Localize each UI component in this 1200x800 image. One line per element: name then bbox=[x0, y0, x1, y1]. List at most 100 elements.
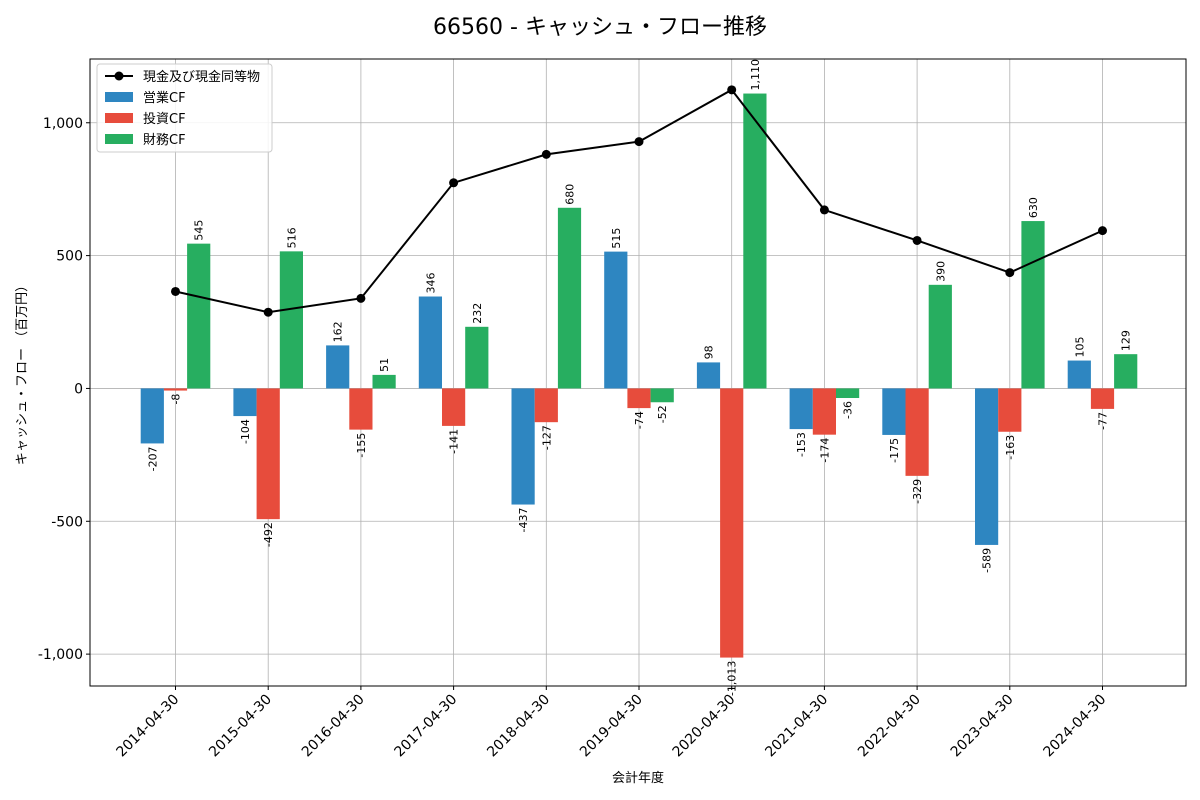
bar-投資CF-2017-04-30 bbox=[442, 388, 466, 426]
data-label: 515 bbox=[610, 228, 623, 249]
x-tick-label: 2015-04-30 bbox=[206, 692, 275, 761]
data-label: -1,013 bbox=[726, 661, 739, 696]
bar-投資CF-2024-04-30 bbox=[1090, 388, 1115, 409]
x-tick-label: 2020-04-30 bbox=[670, 692, 739, 761]
x-tick-label: 2017-04-30 bbox=[392, 692, 461, 761]
bar-営業CF-2015-04-30 bbox=[233, 388, 257, 417]
legend-swatch-営業CF bbox=[105, 92, 133, 102]
data-label: -36 bbox=[842, 401, 855, 419]
data-labels: -207 -104 162 346 -437 515 98 -153 -175 -589 105 -8… bbox=[146, 59, 1132, 696]
bars bbox=[140, 93, 1138, 658]
cash-point-2015-04-30 bbox=[263, 307, 273, 317]
bar-投資CF-2014-04-30 bbox=[163, 388, 188, 391]
y-tick-label: -500 bbox=[51, 514, 83, 530]
bar-財務CF-2022-04-30 bbox=[928, 284, 952, 389]
legend-label: 財務CF bbox=[143, 133, 186, 148]
cash-point-2024-04-30 bbox=[1098, 226, 1107, 236]
x-tick-label: 2018-04-30 bbox=[484, 692, 553, 761]
bar-財務CF-2016-04-30 bbox=[372, 374, 396, 389]
cash-point-2022-04-30 bbox=[912, 235, 922, 245]
legend-line-dot bbox=[114, 71, 124, 81]
bar-財務CF-2021-04-30 bbox=[836, 388, 860, 399]
bar-財務CF-2024-04-30 bbox=[1114, 354, 1138, 389]
data-label: -141 bbox=[448, 429, 461, 454]
x-tick-label: 2023-04-30 bbox=[948, 692, 1017, 761]
bar-営業CF-2024-04-30 bbox=[1067, 360, 1091, 389]
data-label: -77 bbox=[1097, 412, 1110, 430]
bar-財務CF-2023-04-30 bbox=[1021, 221, 1045, 389]
bar-投資CF-2021-04-30 bbox=[812, 388, 836, 435]
bar-営業CF-2019-04-30 bbox=[604, 251, 628, 389]
data-label: -175 bbox=[888, 438, 901, 463]
plot-frame bbox=[89, 58, 1187, 687]
x-axis-label: 会計年度 bbox=[612, 770, 664, 786]
bar-営業CF-2018-04-30 bbox=[511, 388, 535, 505]
cash-point-2021-04-30 bbox=[819, 205, 829, 215]
data-label: -8 bbox=[170, 394, 183, 405]
data-label: 390 bbox=[934, 261, 947, 282]
data-label: 1,110 bbox=[749, 59, 762, 91]
cash-line bbox=[171, 85, 1107, 317]
bar-財務CF-2018-04-30 bbox=[557, 207, 582, 389]
bar-財務CF-2015-04-30 bbox=[279, 251, 303, 389]
x-tick-label: 2021-04-30 bbox=[762, 692, 831, 761]
data-label: -163 bbox=[1004, 435, 1017, 460]
y-axis-label: キャッシュ・フロー （百万円） bbox=[15, 279, 30, 465]
y-tick-label: 0 bbox=[74, 381, 83, 397]
legend-label: 営業CF bbox=[143, 90, 186, 106]
data-label: -437 bbox=[517, 508, 530, 533]
bar-投資CF-2020-04-30 bbox=[720, 388, 744, 658]
legend-swatch-投資CF bbox=[105, 113, 133, 123]
bar-営業CF-2021-04-30 bbox=[789, 388, 813, 430]
data-label: 516 bbox=[285, 227, 298, 248]
bar-投資CF-2022-04-30 bbox=[905, 388, 929, 476]
data-label: 346 bbox=[424, 273, 437, 294]
cash-point-2019-04-30 bbox=[634, 137, 644, 147]
cash-point-2017-04-30 bbox=[449, 178, 459, 188]
bar-投資CF-2023-04-30 bbox=[998, 388, 1022, 432]
cash-point-2014-04-30 bbox=[171, 286, 180, 296]
cash-point-2018-04-30 bbox=[541, 149, 551, 159]
legend-label: 現金及び現金同等物 bbox=[143, 69, 260, 85]
data-label: -52 bbox=[656, 405, 669, 423]
data-label: -329 bbox=[911, 479, 924, 504]
data-label: 129 bbox=[1120, 330, 1133, 351]
y-tick-label: -1,000 bbox=[38, 647, 83, 663]
data-label: 630 bbox=[1027, 197, 1040, 218]
x-tick-label: 2019-04-30 bbox=[577, 692, 646, 761]
y-tick-label: 500 bbox=[56, 249, 83, 265]
bar-財務CF-2017-04-30 bbox=[465, 326, 489, 389]
bar-営業CF-2022-04-30 bbox=[882, 388, 906, 435]
bar-財務CF-2019-04-30 bbox=[650, 388, 674, 403]
data-label: -155 bbox=[355, 433, 368, 458]
bar-営業CF-2016-04-30 bbox=[326, 345, 350, 389]
legend-swatch-財務CF bbox=[105, 134, 133, 144]
data-label: -104 bbox=[239, 419, 252, 444]
bar-営業CF-2020-04-30 bbox=[696, 362, 721, 389]
bar-財務CF-2020-04-30 bbox=[743, 93, 767, 389]
chart-title: 66560 - キャッシュ・フロー推移 bbox=[433, 15, 767, 40]
data-label: 162 bbox=[332, 321, 345, 342]
x-axis: 2014-04-30 2015-04-30 2016-04-30 2017-04-30… bbox=[113, 686, 1109, 760]
data-label: 545 bbox=[193, 220, 206, 241]
bar-財務CF-2014-04-30 bbox=[187, 243, 211, 389]
y-tick-label: 1,000 bbox=[43, 116, 83, 132]
data-label: 105 bbox=[1073, 337, 1086, 358]
data-label: 680 bbox=[564, 184, 577, 205]
legend-label: 投資CF bbox=[143, 111, 186, 127]
bar-投資CF-2015-04-30 bbox=[256, 388, 280, 520]
y-axis: -1,000 -500 0 500 1,000 bbox=[38, 116, 90, 663]
cash-point-2020-04-30 bbox=[727, 85, 737, 95]
cash-point-2016-04-30 bbox=[356, 293, 366, 303]
data-label: -127 bbox=[540, 425, 553, 450]
x-tick-label: 2014-04-30 bbox=[113, 692, 182, 761]
x-tick-label: 2024-04-30 bbox=[1040, 692, 1109, 761]
data-label: -174 bbox=[818, 438, 831, 463]
bar-投資CF-2016-04-30 bbox=[349, 388, 373, 430]
bar-投資CF-2018-04-30 bbox=[534, 388, 558, 423]
data-label: 232 bbox=[471, 303, 484, 324]
data-label: -589 bbox=[981, 548, 994, 573]
data-label: -153 bbox=[795, 432, 808, 457]
